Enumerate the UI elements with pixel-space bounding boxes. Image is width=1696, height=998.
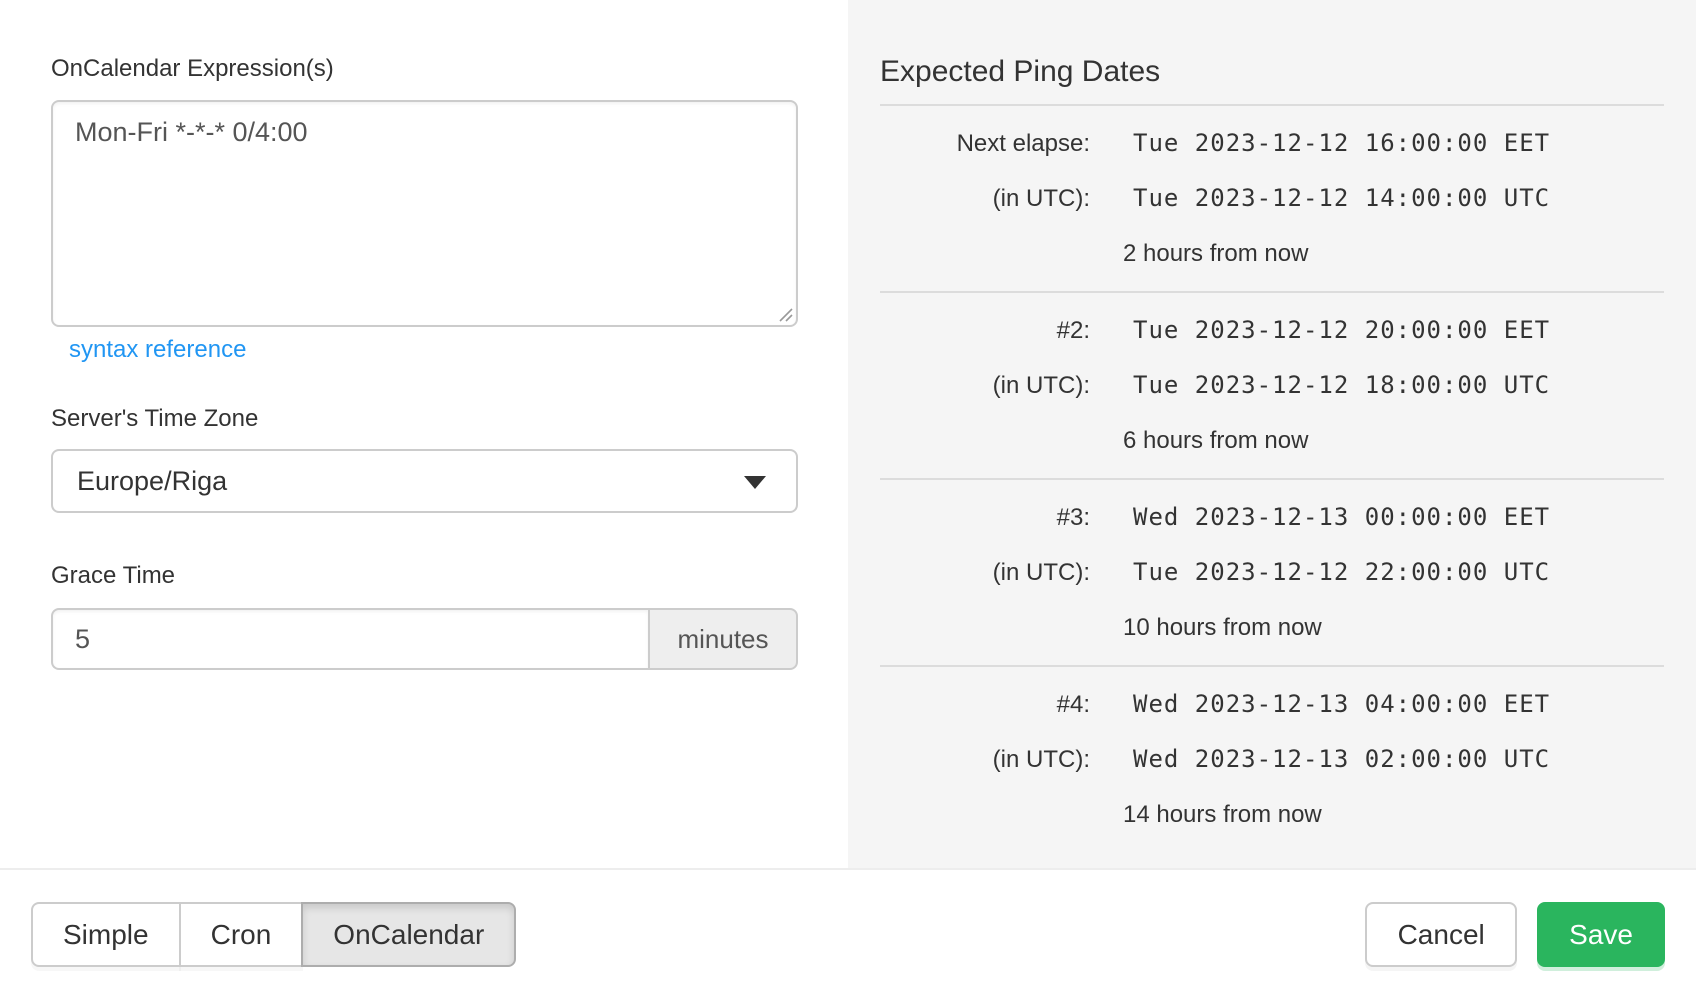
ping-date-row: (in UTC): Tue 2023-12-12 18:00:00 UTC bbox=[880, 358, 1664, 413]
chevron-down-icon bbox=[744, 476, 766, 489]
expected-ping-dates-title: Expected Ping Dates bbox=[880, 55, 1161, 88]
tab-cron[interactable]: Cron bbox=[178, 901, 304, 967]
ping-row-label: (in UTC): bbox=[992, 185, 1090, 212]
schedule-form: OnCalendar Expression(s) Mon-Fri *-*-* 0… bbox=[51, 0, 798, 670]
grace-time-input[interactable] bbox=[51, 608, 648, 670]
tab-simple[interactable]: Simple bbox=[31, 901, 181, 967]
ping-row-relative-time: 6 hours from now bbox=[1123, 427, 1309, 454]
timezone-select[interactable]: Europe/Riga bbox=[51, 449, 798, 513]
grace-time-group: minutes bbox=[51, 608, 798, 670]
expression-textarea[interactable]: Mon-Fri *-*-* 0/4:00 bbox=[51, 100, 798, 327]
ping-date-group: Next elapse: Tue 2023-12-12 16:00:00 EET… bbox=[880, 106, 1664, 293]
grace-time-label: Grace Time bbox=[51, 562, 176, 589]
timezone-selected-value: Europe/Riga bbox=[77, 465, 228, 496]
ping-date-row: #4: Wed 2023-12-13 04:00:00 EET bbox=[880, 677, 1664, 732]
cancel-button[interactable]: Cancel bbox=[1365, 901, 1518, 967]
schedule-type-tabs: Simple Cron OnCalendar bbox=[31, 901, 517, 967]
ping-date-row: #3: Wed 2023-12-13 00:00:00 EET bbox=[880, 490, 1664, 545]
ping-row-label bbox=[880, 787, 1090, 842]
ping-row-label bbox=[880, 600, 1090, 655]
ping-date-row: 10 hours from now bbox=[880, 600, 1664, 655]
expression-label: OnCalendar Expression(s) bbox=[51, 55, 334, 82]
ping-row-label: #3: bbox=[1056, 504, 1090, 531]
ping-row-relative-time: 2 hours from now bbox=[1123, 240, 1309, 267]
ping-row-value: Wed 2023-12-13 04:00:00 EET bbox=[1133, 690, 1551, 718]
ping-row-value: Tue 2023-12-12 16:00:00 EET bbox=[1133, 129, 1551, 157]
ping-row-value: Tue 2023-12-12 22:00:00 UTC bbox=[1133, 558, 1551, 586]
expected-ping-dates-panel: Expected Ping Dates Next elapse: Tue 202… bbox=[848, 0, 1696, 868]
ping-row-value: Tue 2023-12-12 14:00:00 UTC bbox=[1133, 184, 1551, 212]
ping-date-group: #2: Tue 2023-12-12 20:00:00 EET (in UTC)… bbox=[880, 293, 1664, 480]
ping-row-value: Tue 2023-12-12 20:00:00 EET bbox=[1133, 316, 1551, 344]
expression-textarea-wrap: Mon-Fri *-*-* 0/4:00 bbox=[51, 100, 798, 327]
ping-row-label: #2: bbox=[1056, 317, 1090, 344]
ping-date-row: #2: Tue 2023-12-12 20:00:00 EET bbox=[880, 303, 1664, 358]
ping-date-row: (in UTC): Tue 2023-12-12 14:00:00 UTC bbox=[880, 171, 1664, 226]
ping-row-label: #4: bbox=[1056, 691, 1090, 718]
ping-row-value: Wed 2023-12-13 00:00:00 EET bbox=[1133, 503, 1551, 531]
ping-dates-table: Next elapse: Tue 2023-12-12 16:00:00 EET… bbox=[880, 104, 1664, 852]
ping-row-label: (in UTC): bbox=[992, 746, 1090, 773]
ping-row-value: Tue 2023-12-12 18:00:00 UTC bbox=[1133, 371, 1551, 399]
ping-date-group: #4: Wed 2023-12-13 04:00:00 EET (in UTC)… bbox=[880, 667, 1664, 852]
ping-row-label: Next elapse: bbox=[956, 130, 1090, 157]
ping-row-relative-time: 14 hours from now bbox=[1123, 801, 1322, 828]
syntax-reference-link[interactable]: syntax reference bbox=[69, 336, 247, 363]
ping-date-row: 2 hours from now bbox=[880, 226, 1664, 281]
ping-row-label bbox=[880, 413, 1090, 468]
ping-row-label bbox=[880, 226, 1090, 281]
ping-row-value: Wed 2023-12-13 02:00:00 UTC bbox=[1133, 745, 1551, 773]
footer-actions: Cancel Save bbox=[1365, 901, 1665, 967]
save-button[interactable]: Save bbox=[1537, 901, 1665, 967]
ping-date-row: Next elapse: Tue 2023-12-12 16:00:00 EET bbox=[880, 116, 1664, 171]
ping-row-label: (in UTC): bbox=[992, 372, 1090, 399]
ping-date-row: (in UTC): Tue 2023-12-12 22:00:00 UTC bbox=[880, 545, 1664, 600]
timezone-label: Server's Time Zone bbox=[51, 405, 259, 432]
ping-row-relative-time: 10 hours from now bbox=[1123, 614, 1322, 641]
tab-oncalendar[interactable]: OnCalendar bbox=[301, 901, 517, 967]
ping-date-row: 14 hours from now bbox=[880, 787, 1664, 842]
dialog-footer: Simple Cron OnCalendar Cancel Save bbox=[0, 868, 1696, 998]
ping-date-group: #3: Wed 2023-12-13 00:00:00 EET (in UTC)… bbox=[880, 480, 1664, 667]
ping-row-label: (in UTC): bbox=[992, 559, 1090, 586]
ping-date-row: 6 hours from now bbox=[880, 413, 1664, 468]
grace-time-unit-addon: minutes bbox=[648, 608, 798, 670]
ping-date-row: (in UTC): Wed 2023-12-13 02:00:00 UTC bbox=[880, 732, 1664, 787]
